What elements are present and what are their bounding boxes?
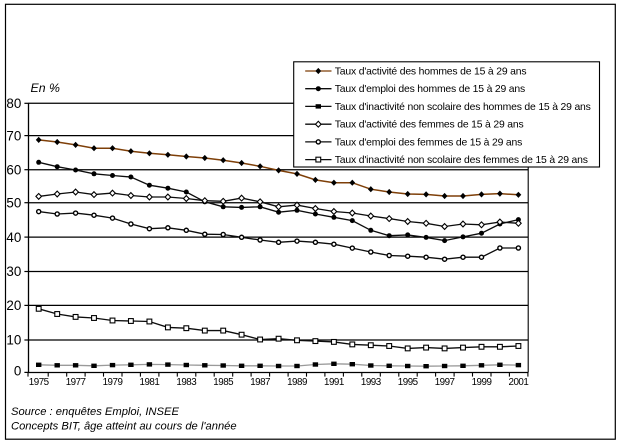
svg-text:1987: 1987 [250, 377, 270, 388]
svg-text:1999: 1999 [472, 377, 492, 388]
svg-text:0: 0 [14, 364, 21, 379]
svg-text:60: 60 [6, 162, 21, 177]
svg-text:Taux d'inactivité non scolaire: Taux d'inactivité non scolaire des femme… [335, 155, 588, 166]
svg-text:Taux d'emploi des femmes de 15: Taux d'emploi des femmes de 15 à 29 ans [335, 137, 522, 148]
svg-text:1997: 1997 [435, 377, 455, 388]
svg-text:1981: 1981 [140, 377, 160, 388]
svg-text:Taux d'activité des hommes de: Taux d'activité des hommes de 15 à 29 an… [335, 66, 527, 77]
svg-text:10: 10 [6, 333, 21, 348]
svg-text:2001: 2001 [509, 377, 529, 388]
svg-text:30: 30 [6, 264, 21, 279]
svg-text:1989: 1989 [287, 377, 307, 388]
svg-text:Concepts BIT, âge atteint au c: Concepts BIT, âge atteint au cours de l'… [11, 420, 237, 432]
svg-text:80: 80 [6, 96, 21, 111]
svg-text:1979: 1979 [103, 377, 123, 388]
svg-text:1975: 1975 [29, 377, 50, 388]
svg-text:1991: 1991 [324, 377, 344, 388]
svg-text:En %: En % [31, 81, 60, 95]
svg-text:Taux d'activité des femmes de: Taux d'activité des femmes de 15 à 29 an… [335, 120, 524, 131]
svg-text:1995: 1995 [398, 377, 419, 388]
svg-text:1985: 1985 [213, 377, 234, 388]
svg-text:20: 20 [6, 298, 21, 313]
svg-text:1977: 1977 [66, 377, 86, 388]
svg-text:40: 40 [6, 230, 21, 245]
svg-text:Taux d'emploi des hommes de 15: Taux d'emploi des hommes de 15 à 29 ans [335, 84, 525, 95]
svg-text:70: 70 [6, 128, 21, 143]
svg-text:1983: 1983 [176, 377, 197, 388]
svg-text:1993: 1993 [361, 377, 382, 388]
svg-text:Source : enquêtes Emploi, INSE: Source : enquêtes Emploi, INSEE [11, 406, 179, 418]
svg-text:50: 50 [6, 195, 21, 210]
svg-text:Taux d'inactivité non scolaire: Taux d'inactivité non scolaire des homme… [335, 102, 591, 113]
